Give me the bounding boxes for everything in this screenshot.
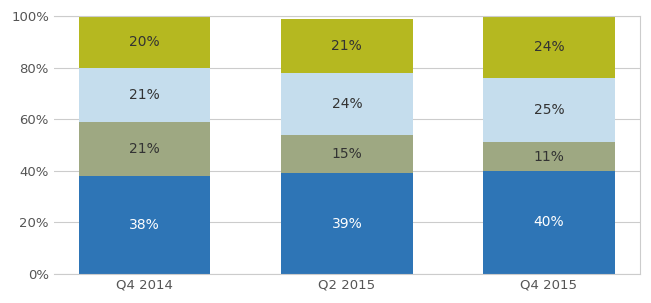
Text: 24%: 24% — [534, 40, 564, 54]
Text: 21%: 21% — [130, 142, 160, 156]
Text: 11%: 11% — [534, 150, 564, 164]
Bar — [79, 122, 210, 176]
Bar — [281, 19, 413, 73]
Bar — [79, 68, 210, 122]
Text: 21%: 21% — [130, 88, 160, 102]
Text: 21%: 21% — [331, 39, 362, 53]
Bar — [483, 78, 615, 142]
Text: 25%: 25% — [534, 103, 564, 117]
Text: 15%: 15% — [331, 147, 362, 161]
Bar — [281, 173, 413, 274]
Text: 39%: 39% — [331, 217, 362, 231]
Text: 38%: 38% — [130, 218, 160, 232]
Text: 40%: 40% — [534, 215, 564, 229]
Bar — [281, 73, 413, 135]
Bar — [483, 16, 615, 78]
Bar — [483, 142, 615, 171]
Bar — [281, 135, 413, 173]
Bar — [79, 176, 210, 274]
Text: 24%: 24% — [331, 97, 362, 111]
Text: 20%: 20% — [130, 35, 160, 49]
Bar — [483, 171, 615, 274]
Bar — [79, 16, 210, 68]
